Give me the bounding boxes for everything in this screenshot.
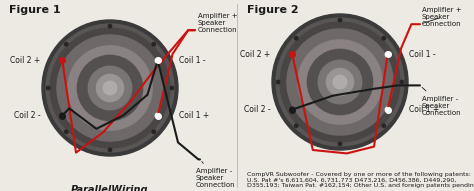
Circle shape: [60, 58, 64, 63]
Circle shape: [64, 43, 68, 46]
Circle shape: [46, 24, 174, 152]
Text: Figure 2: Figure 2: [247, 5, 299, 15]
Circle shape: [60, 113, 64, 118]
Circle shape: [290, 107, 295, 112]
Text: Figure 1: Figure 1: [9, 5, 61, 15]
Text: CompVR Subwoofer - Covered by one or more of the following patents:
U.S. Pat #'s: CompVR Subwoofer - Covered by one or mor…: [247, 172, 474, 188]
Circle shape: [96, 74, 124, 102]
Text: Coil 1 +: Coil 1 +: [179, 111, 210, 120]
Circle shape: [155, 113, 160, 118]
Circle shape: [68, 46, 152, 130]
Circle shape: [294, 36, 298, 40]
Circle shape: [382, 124, 385, 127]
Circle shape: [382, 36, 385, 40]
Circle shape: [103, 81, 117, 95]
Circle shape: [77, 55, 143, 121]
Circle shape: [170, 86, 173, 90]
Circle shape: [57, 35, 163, 141]
Circle shape: [385, 52, 390, 57]
Circle shape: [152, 130, 155, 134]
Text: Coil 2 +: Coil 2 +: [10, 56, 41, 65]
Text: Coil 1 -: Coil 1 -: [410, 50, 436, 59]
Circle shape: [46, 86, 50, 90]
Circle shape: [108, 24, 112, 28]
Text: Amplifier +
Speaker
Connection: Amplifier + Speaker Connection: [195, 13, 237, 33]
Text: ParallelWiring: ParallelWiring: [71, 185, 149, 191]
Text: Coil 2 -: Coil 2 -: [14, 111, 41, 120]
Text: Amplifier +
Speaker
Connection: Amplifier + Speaker Connection: [422, 7, 462, 27]
Text: Coil 1 +: Coil 1 +: [410, 105, 439, 114]
Circle shape: [385, 107, 390, 112]
Circle shape: [50, 28, 170, 148]
Circle shape: [318, 60, 362, 104]
Circle shape: [400, 80, 403, 84]
Circle shape: [290, 52, 295, 57]
Circle shape: [64, 130, 68, 134]
Circle shape: [338, 18, 342, 22]
Circle shape: [108, 148, 112, 152]
Circle shape: [287, 29, 393, 135]
Text: Coil 2 +: Coil 2 +: [240, 50, 271, 59]
Circle shape: [307, 49, 373, 115]
Circle shape: [276, 80, 280, 84]
Circle shape: [152, 43, 155, 46]
Circle shape: [280, 22, 400, 142]
Circle shape: [155, 58, 160, 63]
Text: Amplifier -
Speaker
Connection: Amplifier - Speaker Connection: [422, 87, 462, 116]
Text: Coil 1 -: Coil 1 -: [179, 56, 206, 65]
Text: Amplifier -
Speaker
Connection: Amplifier - Speaker Connection: [196, 162, 236, 188]
Circle shape: [272, 14, 408, 150]
Circle shape: [327, 68, 354, 96]
Text: Coil 2 -: Coil 2 -: [244, 105, 271, 114]
Circle shape: [276, 18, 404, 146]
Circle shape: [42, 20, 178, 156]
Circle shape: [338, 142, 342, 146]
Circle shape: [294, 124, 298, 127]
Circle shape: [88, 66, 132, 110]
Circle shape: [298, 40, 382, 124]
Circle shape: [333, 75, 347, 89]
